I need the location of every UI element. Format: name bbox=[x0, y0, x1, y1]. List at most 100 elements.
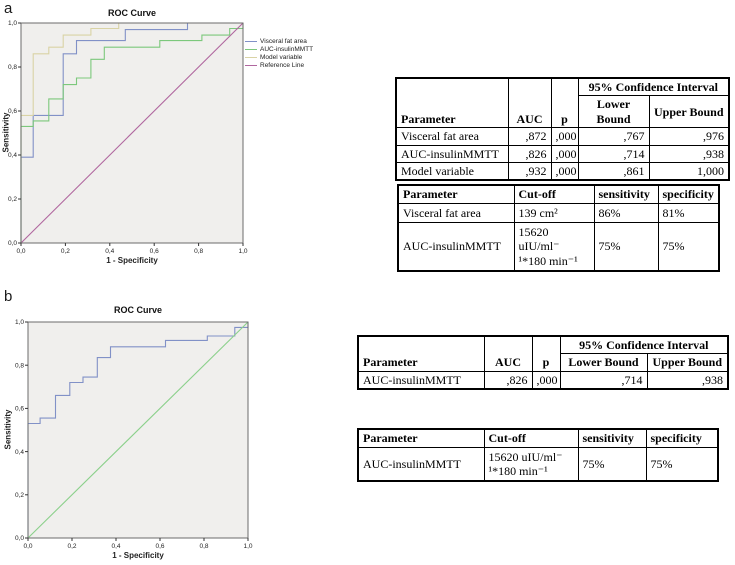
x-tick-label: 0,0 bbox=[23, 543, 32, 550]
y-tick-label: 0,0 bbox=[8, 240, 17, 247]
chart-a-title: ROC Curve bbox=[107, 8, 156, 18]
table-cell: 81% bbox=[657, 202, 720, 223]
table-row: AUC-insulinMMTT 15620 uIU/ml⁻ ¹*180 min⁻¹… bbox=[357, 446, 719, 482]
table-cell: 1,000 bbox=[648, 161, 730, 181]
legend-label: AUC-insulinMMTT bbox=[260, 45, 314, 53]
column-header: sensitivity bbox=[593, 184, 659, 204]
y-tick-label: 0,0 bbox=[15, 535, 24, 542]
table-header: Parameter AUC p 95% Confidence Interval … bbox=[357, 335, 729, 372]
roc-curve-auc-insulinmmtt bbox=[27, 322, 249, 538]
table-cell: ,861 bbox=[577, 161, 650, 181]
table-cell: AUC-insulinMMTT bbox=[357, 370, 485, 390]
column-header: AUC bbox=[483, 335, 533, 372]
plot-frame bbox=[20, 22, 244, 244]
x-tick-label: 0,2 bbox=[67, 543, 76, 550]
table-cell: ,976 bbox=[648, 127, 730, 146]
table-cell: Model variable bbox=[395, 161, 509, 181]
legend-label: Visceral fat area bbox=[260, 37, 307, 45]
table-cell: 15620 uIU/ml⁻ ¹*180 min⁻¹ bbox=[513, 221, 595, 272]
legend-label: Reference Line bbox=[260, 61, 305, 69]
legend-label: Model variable bbox=[260, 53, 303, 61]
table-cell: ,767 bbox=[577, 127, 650, 146]
chart-a-x-axis-label: 1 - Specificity bbox=[106, 256, 158, 265]
table-cell: AUC-insulinMMTT bbox=[357, 446, 485, 482]
roc-curve-reference-line bbox=[27, 321, 249, 539]
y-tick-label: 0,8 bbox=[15, 362, 24, 369]
table-cell: ,826 bbox=[507, 144, 552, 163]
auc-ci-table-a: Parameter AUC p 95% Confidence Interval … bbox=[395, 77, 731, 182]
x-tick-label: 0,4 bbox=[105, 248, 114, 255]
group-column-header: 95% Confidence Interval bbox=[559, 335, 729, 355]
y-tick-label: 1,0 bbox=[15, 319, 24, 326]
legend-line-swatch bbox=[245, 48, 257, 50]
group-column-header: 95% Confidence Interval bbox=[577, 77, 730, 97]
table-cell: 86% bbox=[593, 202, 659, 223]
table-cell: ,714 bbox=[559, 370, 648, 390]
table-row: Model variable ,932,000,861 1,000 bbox=[395, 161, 730, 181]
column-header: Upper Bound bbox=[648, 95, 730, 129]
x-tick-label: 1,0 bbox=[243, 543, 252, 550]
y-tick-label: 0,2 bbox=[15, 492, 24, 499]
y-tick-label: 1,0 bbox=[8, 20, 17, 27]
table-cell: AUC-insulinMMTT bbox=[395, 144, 509, 163]
table-body: Visceral fat area ,872,000,767,976 AUC-ins… bbox=[395, 127, 730, 181]
x-tick-label: 1,0 bbox=[238, 248, 247, 255]
table-cell: ,938 bbox=[648, 144, 730, 163]
column-header: Parameter bbox=[357, 335, 485, 372]
table-cell: 139 cm² bbox=[513, 202, 595, 223]
table-cell: ,938 bbox=[646, 370, 729, 390]
column-header: specificity bbox=[645, 428, 719, 448]
roc-curve-model-variable bbox=[20, 22, 243, 243]
x-tick-label: 0,0 bbox=[16, 248, 25, 255]
table-cell: ,000 bbox=[531, 370, 561, 390]
cutoff-table-a: Parameter Cut-off sensitivity specificit… bbox=[397, 184, 720, 273]
table-body: AUC-insulinMMTT 15620 uIU/ml⁻ ¹*180 min⁻¹… bbox=[357, 446, 719, 482]
x-tick-label: 0,2 bbox=[61, 248, 70, 255]
legend-item: Model variable bbox=[245, 53, 313, 61]
table-cell: 75% bbox=[645, 446, 719, 482]
table-header: Parameter Cut-off sensitivity specificit… bbox=[397, 184, 720, 204]
column-header: Lower Bound bbox=[577, 95, 650, 129]
table-cell: AUC-insulinMMTT bbox=[397, 221, 515, 272]
roc-curve-auc-insulinmmtt bbox=[20, 23, 244, 243]
chart-a-legend: Visceral fat area AUC-insulinMMTT Model va… bbox=[245, 37, 314, 69]
table-cell: ,000 bbox=[550, 127, 579, 146]
legend-line-swatch bbox=[245, 64, 257, 66]
panel-a-label: a bbox=[4, 0, 13, 17]
column-header: Cut-off bbox=[513, 184, 595, 204]
auc-ci-table-b: Parameter AUC p 95% Confidence Interval … bbox=[357, 335, 730, 391]
roc-chart-a: 0,00,0 0,2 0,2 0,4 0,4 0,6 0,6 0,8 0,8 1,0 1,0 bbox=[8, 20, 248, 255]
table-cell: 75% bbox=[593, 221, 659, 272]
legend-item: Visceral fat area bbox=[245, 37, 313, 45]
table-cell: ,000 bbox=[550, 161, 579, 181]
table-header: Parameter AUC p 95% Confidence Interval … bbox=[395, 77, 730, 129]
table-row: AUC-insulinMMTT ,826,000,714,938 bbox=[395, 144, 730, 163]
table-cell: ,000 bbox=[550, 144, 579, 163]
x-tick-label: 0,4 bbox=[111, 543, 120, 550]
y-tick-label: 0,4 bbox=[15, 449, 24, 456]
y-tick-label: 0,2 bbox=[8, 196, 17, 203]
x-tick-label: 0,6 bbox=[155, 543, 164, 550]
column-header: Cut-off bbox=[483, 428, 579, 448]
table-row: Visceral fat area 139 cm² 86% 81% bbox=[397, 202, 720, 223]
column-header: Parameter bbox=[397, 184, 515, 204]
plot-frame bbox=[27, 321, 249, 539]
table-cell: ,932 bbox=[507, 161, 552, 181]
table-header: Parameter Cut-off sensitivity specificit… bbox=[357, 428, 719, 448]
table-cell: 15620 uIU/ml⁻ ¹*180 min⁻¹ bbox=[483, 446, 579, 482]
legend-item: Reference Line bbox=[245, 61, 313, 69]
column-header: Upper Bound bbox=[646, 353, 729, 372]
y-tick-label: 0,6 bbox=[8, 108, 17, 115]
table-cell: 75% bbox=[657, 221, 720, 272]
column-header: Parameter bbox=[357, 428, 485, 448]
legend-item: AUC-insulinMMTT bbox=[245, 45, 314, 53]
column-header: p bbox=[550, 77, 579, 129]
column-header: Parameter bbox=[395, 77, 509, 129]
table-row: Visceral fat area ,872,000,767,976 bbox=[395, 127, 730, 146]
column-header: specificity bbox=[657, 184, 720, 204]
y-tick-label: 0,8 bbox=[8, 64, 17, 71]
column-header: Lower Bound bbox=[559, 353, 648, 372]
x-tick-label: 0,8 bbox=[199, 543, 208, 550]
chart-b-title: ROC Curve bbox=[113, 305, 162, 315]
column-header: AUC bbox=[507, 77, 552, 129]
